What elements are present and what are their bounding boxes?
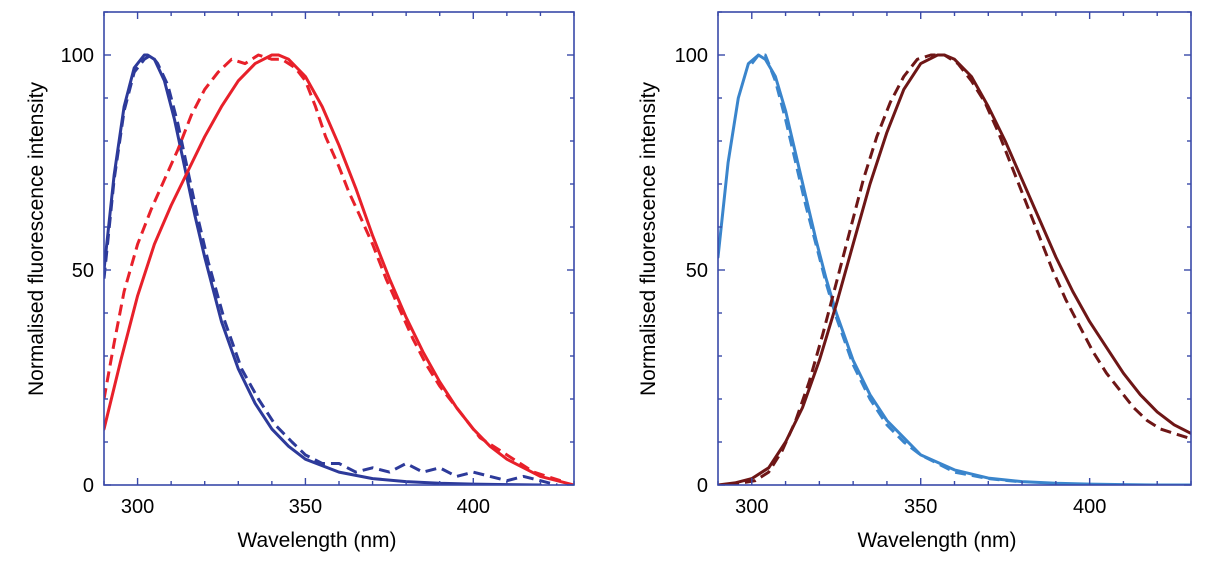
- left-y-tick-label-100: 100: [61, 45, 94, 67]
- left-series-4-dashed-line: [104, 53, 562, 483]
- right-series-group: [718, 53, 1191, 485]
- left-x-tick-label-400: 400: [457, 496, 490, 518]
- right-y-tick-label-50: 50: [686, 260, 708, 282]
- right-series-2-dashed-line: [750, 53, 1023, 484]
- right-y-tick-label-100: 100: [675, 45, 708, 67]
- left-series-2-dashed-line: [104, 53, 558, 485]
- right-y-tick-label-0: 0: [697, 475, 708, 497]
- left-chart-panel: Wavelength (nm) Normalised fluorescence …: [25, 11, 575, 552]
- right-series-4-dashed-line: [727, 53, 1189, 485]
- left-y-tick-label-50: 50: [72, 260, 94, 282]
- right-series-1-solid-line: [718, 53, 1191, 485]
- left-series-1-solid-line: [104, 53, 542, 485]
- right-y-axis-label: Normalised fluorescence intensity: [637, 82, 660, 396]
- right-plot-frame: [717, 11, 1192, 486]
- left-x-tick-label-350: 350: [289, 496, 322, 518]
- right-x-tick-label-300: 300: [735, 496, 768, 518]
- right-chart-panel: Wavelength (nm) Normalised fluorescence …: [637, 11, 1192, 552]
- left-y-axis-label: Normalised fluorescence intensity: [25, 82, 48, 396]
- right-x-axis-label: Wavelength (nm): [857, 529, 1016, 552]
- right-x-tick-label-400: 400: [1073, 496, 1106, 518]
- right-x-tick-label-350: 350: [904, 496, 937, 518]
- left-y-tick-label-0: 0: [83, 475, 94, 497]
- left-x-axis-label: Wavelength (nm): [237, 529, 396, 552]
- left-series-group: [104, 53, 574, 485]
- left-plot-frame: [103, 11, 575, 486]
- left-x-tick-label-300: 300: [121, 496, 154, 518]
- left-series-3-solid-line: [104, 53, 574, 485]
